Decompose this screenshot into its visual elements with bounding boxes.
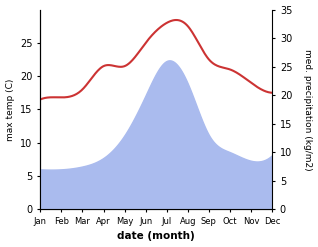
X-axis label: date (month): date (month) [117, 231, 195, 242]
Y-axis label: max temp (C): max temp (C) [5, 78, 15, 141]
Y-axis label: med. precipitation (kg/m2): med. precipitation (kg/m2) [303, 49, 313, 170]
